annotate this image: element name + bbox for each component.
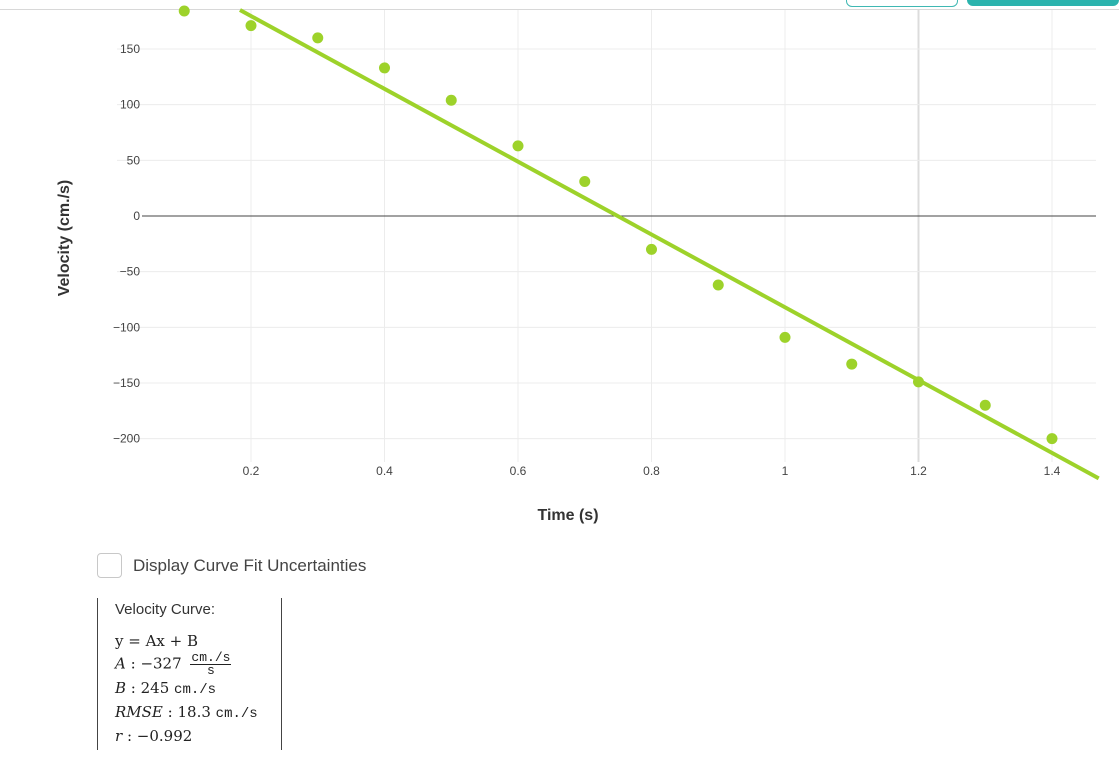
data-point: [846, 358, 858, 370]
uncertainty-label: Display Curve Fit Uncertainties: [133, 555, 367, 575]
x-tick-label: 0.8: [643, 464, 660, 478]
data-point: [445, 94, 457, 106]
r-value: −0.992: [136, 727, 193, 745]
param-a-row: A : −327 cm./s s: [115, 650, 232, 678]
y-tick-label: −200: [113, 432, 140, 446]
data-point: [512, 140, 524, 152]
x-axis-title: Time (s): [537, 507, 598, 524]
rmse-value: 18.3: [177, 703, 211, 721]
toolbar-divider: [0, 9, 1119, 10]
data-point: [312, 32, 324, 44]
data-point: [1046, 433, 1058, 445]
data-point: [712, 279, 724, 291]
y-tick-label: −100: [113, 320, 140, 334]
y-tick-label: −50: [120, 265, 141, 279]
data-point: [779, 331, 791, 343]
data-point: [178, 5, 190, 17]
param-b-row: B : 245 cm./s: [115, 679, 217, 698]
param-a-unit-num: cm./s: [190, 650, 232, 665]
rmse-row: RMSE : 18.3 cm./s: [115, 703, 258, 722]
curve-fit-results: Velocity Curve: y = Ax + B A : −327 cm./…: [97, 598, 282, 750]
fit-line: [239, 8, 1100, 481]
y-tick-label: 150: [120, 42, 140, 56]
results-title: Velocity Curve:: [115, 601, 216, 618]
fit-equation: y = Ax + B: [115, 632, 198, 650]
y-axis-title: Velocity (cm./s): [56, 180, 73, 297]
velocity-chart: 0.2 0.4 0.6 0.8 1 1.2 1.4 150 100 50 0 −50 −100 −150 −…: [56, 5, 1100, 524]
uncertainty-checkbox[interactable]: [97, 553, 122, 578]
uncertainty-toggle[interactable]: Display Curve Fit Uncertainties: [97, 553, 366, 578]
x-tick-label: 1.2: [910, 464, 927, 478]
y-tick-label: 0: [133, 209, 140, 223]
data-point: [245, 20, 257, 32]
x-tick-label: 0.6: [510, 464, 527, 478]
toolbar-primary-button[interactable]: [967, 0, 1119, 6]
data-point: [979, 399, 991, 411]
param-a-unit: cm./s s: [190, 650, 232, 678]
r-row: r : −0.992: [115, 727, 193, 745]
chart-grid: [117, 10, 1096, 462]
data-point: [646, 243, 657, 255]
param-a-unit-den: s: [207, 663, 215, 678]
data-point: [379, 62, 390, 74]
y-tick-label: 50: [127, 153, 141, 167]
rmse-unit: cm./s: [215, 706, 258, 722]
param-b-unit: cm./s: [174, 682, 217, 698]
data-points: [178, 5, 1058, 445]
param-a-value: −327: [140, 654, 182, 673]
param-b-value: 245: [140, 679, 170, 697]
y-tick-label: −150: [113, 376, 140, 390]
data-point: [913, 376, 924, 388]
data-point: [579, 175, 591, 187]
x-tick-label: 0.2: [243, 464, 260, 478]
y-tick-label: 100: [120, 98, 140, 112]
x-tick-label: 1: [782, 464, 789, 478]
x-tick-label: 1.4: [1044, 464, 1061, 478]
chart-axes: 0.2 0.4 0.6 0.8 1 1.2 1.4 150 100 50 0 −50 −100 −150 −…: [113, 42, 1096, 478]
x-tick-label: 0.4: [376, 464, 393, 478]
fit-line-layer: [239, 8, 1100, 481]
